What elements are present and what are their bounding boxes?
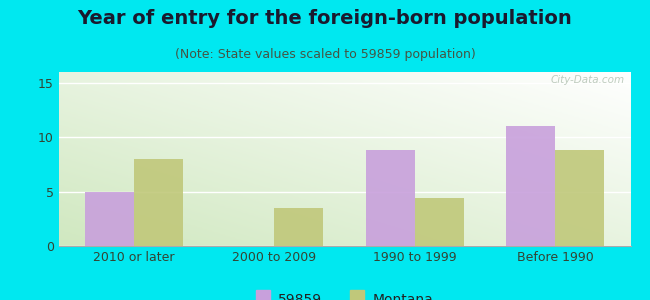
Text: City-Data.com: City-Data.com (551, 76, 625, 85)
Bar (274, 208, 324, 246)
Bar (84, 192, 134, 246)
Text: (Note: State values scaled to 59859 population): (Note: State values scaled to 59859 popu… (175, 48, 475, 61)
Bar (365, 150, 415, 246)
Bar (555, 150, 605, 246)
Bar (415, 198, 464, 246)
Text: Year of entry for the foreign-born population: Year of entry for the foreign-born popul… (77, 9, 573, 28)
Bar (134, 159, 183, 246)
Legend: 59859, Montana: 59859, Montana (250, 287, 439, 300)
Bar (506, 126, 555, 246)
